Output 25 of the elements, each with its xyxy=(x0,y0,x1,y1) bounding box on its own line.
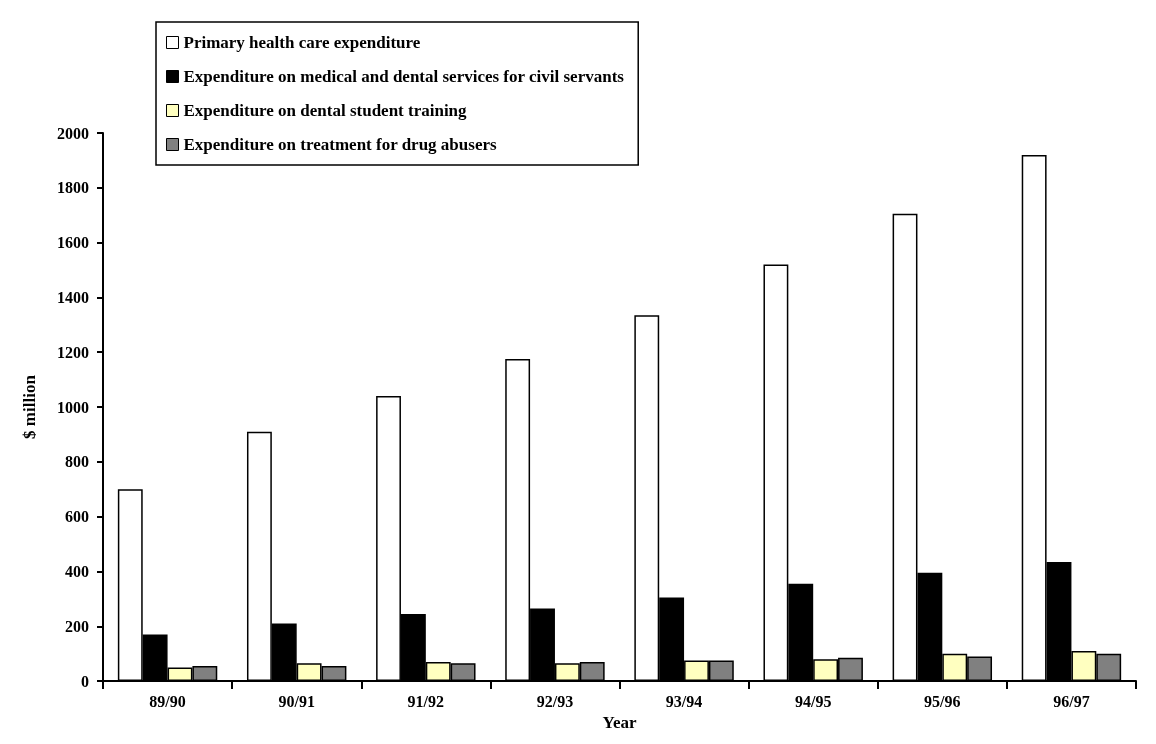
x-tick-label: 93/94 xyxy=(665,692,703,710)
y-tick-label: 400 xyxy=(65,562,89,580)
legend-label: Expenditure on medical and dental services for civil servants xyxy=(183,67,625,86)
y-tick-label: 1000 xyxy=(57,398,89,416)
y-tick-label: 1600 xyxy=(57,234,89,252)
y-tick-label: 600 xyxy=(65,508,89,526)
y-tick-label: 0 xyxy=(81,672,89,690)
y-tick-label: 800 xyxy=(65,453,89,471)
legend-label: Expenditure on dental student training xyxy=(183,101,468,120)
x-axis-title: Year xyxy=(602,713,637,732)
legend-label: Primary health care expenditure xyxy=(183,33,421,52)
y-tick-label: 1400 xyxy=(57,288,89,306)
x-tick-label: 96/97 xyxy=(1053,692,1090,710)
y-tick-label: 1800 xyxy=(57,179,89,197)
y-tick-label: 1200 xyxy=(57,343,89,361)
x-tick-label: 89/90 xyxy=(149,692,186,710)
x-tick-label: 91/92 xyxy=(407,692,445,710)
x-tick-label: 94/95 xyxy=(794,692,832,710)
y-tick-label: 2000 xyxy=(57,124,89,142)
legend-label: Expenditure on treatment for drug abusers xyxy=(183,135,497,154)
x-tick-label: 92/93 xyxy=(536,692,574,710)
x-tick-label: 95/96 xyxy=(924,692,961,710)
y-axis-title: $ million xyxy=(20,374,39,439)
x-tick-label: 90/91 xyxy=(278,692,315,710)
y-tick-label: 200 xyxy=(65,617,89,635)
